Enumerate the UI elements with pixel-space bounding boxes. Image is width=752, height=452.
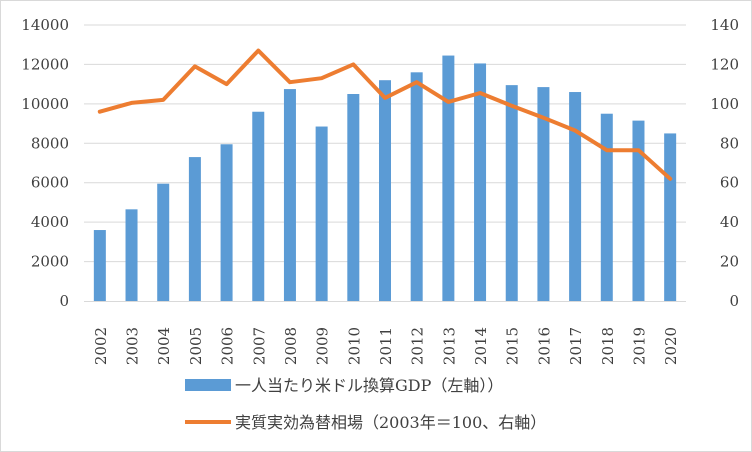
x-tick-label: 2008 (282, 327, 300, 365)
bar (537, 87, 550, 301)
y-right-tick-label: 100 (710, 95, 739, 113)
bar (252, 111, 265, 301)
bar-series (93, 55, 677, 302)
y-left-tick-label: 14000 (21, 16, 69, 34)
x-tick-label: 2020 (662, 327, 680, 365)
y-left-tick-label: 4000 (31, 213, 69, 231)
y-left-tick-label: 0 (59, 292, 69, 310)
y-right-tick-label: 20 (720, 253, 739, 271)
bar (315, 126, 328, 302)
bar (188, 157, 201, 301)
y-left-tick-label: 6000 (31, 174, 69, 192)
line-path (97, 48, 673, 181)
bar (93, 230, 106, 301)
bar (347, 94, 360, 301)
y-right-tick-label: 60 (720, 174, 739, 192)
bar (410, 72, 423, 301)
x-tick-label: 2019 (630, 327, 648, 365)
x-tick-label: 2003 (124, 327, 142, 365)
x-tick-label: 2016 (535, 327, 553, 365)
x-tick-label: 2011 (377, 327, 395, 365)
y-left-tick-label: 12000 (21, 55, 69, 73)
y-right-tick-label: 40 (720, 213, 739, 231)
x-tick-label: 2018 (599, 327, 617, 365)
bar (600, 113, 613, 301)
legend-bar-label: 一人当たり米ドル換算GDP（左軸）） (235, 376, 503, 395)
x-tick-label: 2012 (409, 327, 427, 365)
x-tick-label: 2009 (314, 327, 332, 365)
bar (379, 80, 391, 301)
bar (569, 92, 582, 302)
y-left-tick-label: 2000 (31, 253, 69, 271)
legend-line-label: 実質実効為替相場（2003年＝100、右軸） (235, 413, 546, 432)
line-series (97, 48, 673, 181)
bar (632, 120, 645, 301)
y-right-tick-label: 120 (710, 55, 739, 73)
y-right-tick-label: 0 (729, 292, 739, 310)
bar (157, 183, 170, 301)
axes: 0 2000 4000 6000 8000 10000 12000 14000 0 20 40 60 8… (21, 16, 739, 365)
legend-bar-swatch (185, 379, 231, 391)
y-right-tick-label: 140 (710, 16, 739, 34)
x-tick-label: 2005 (187, 327, 205, 365)
x-tick-label: 2007 (250, 327, 268, 365)
x-tick-label: 2017 (567, 327, 585, 365)
y-right-tick-label: 80 (720, 134, 739, 152)
legend: 一人当たり米ドル換算GDP（左軸）） 実質実効為替相場（2003年＝100、右軸… (185, 376, 546, 432)
bar (283, 89, 296, 301)
bar (125, 209, 138, 301)
x-tick-label: 2010 (345, 327, 363, 365)
bar (220, 144, 233, 301)
y-left-tick-label: 8000 (31, 134, 69, 152)
x-tick-label: 2006 (219, 327, 237, 365)
bar (505, 85, 518, 301)
y-left-tick-label: 10000 (21, 95, 69, 113)
x-tick-label: 2004 (155, 327, 173, 365)
x-tick-label: 2015 (504, 327, 522, 365)
x-tick-label: 2002 (92, 327, 110, 365)
x-tick-label: 2013 (440, 327, 458, 365)
x-tick-label: 2014 (472, 327, 490, 365)
bar (442, 55, 455, 301)
bar (664, 133, 677, 301)
bar (474, 63, 487, 301)
